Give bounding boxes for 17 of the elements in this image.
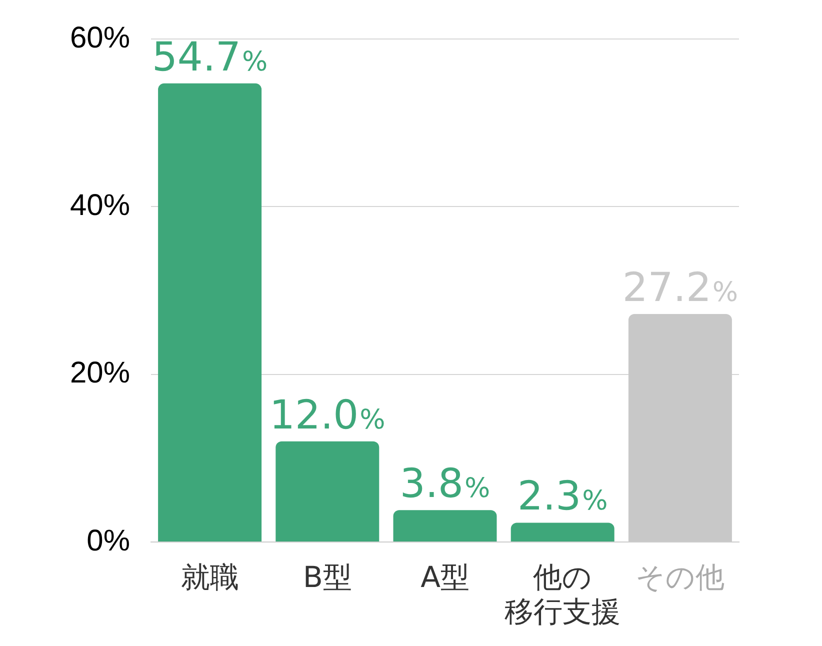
y-tick-label: 40%: [70, 188, 130, 222]
x-tick-label: その他: [636, 560, 725, 594]
bar: [276, 441, 380, 542]
x-tick-label: A型: [420, 560, 470, 594]
bar: [393, 510, 497, 542]
bar: [158, 83, 262, 542]
bar: [510, 522, 614, 542]
y-tick-label: 20%: [70, 356, 130, 390]
data-label: 3.8%: [400, 461, 490, 508]
data-label: 54.7%: [152, 34, 268, 80]
x-tick-label: 他の移行支援: [504, 560, 621, 629]
data-label: 12.0%: [270, 392, 386, 438]
y-tick-label: 60%: [70, 21, 130, 54]
y-tick-label: 0%: [86, 524, 130, 558]
x-tick-label: 就職: [180, 560, 239, 594]
data-label: 2.3%: [517, 474, 608, 520]
x-tick-label: B型: [302, 560, 352, 594]
